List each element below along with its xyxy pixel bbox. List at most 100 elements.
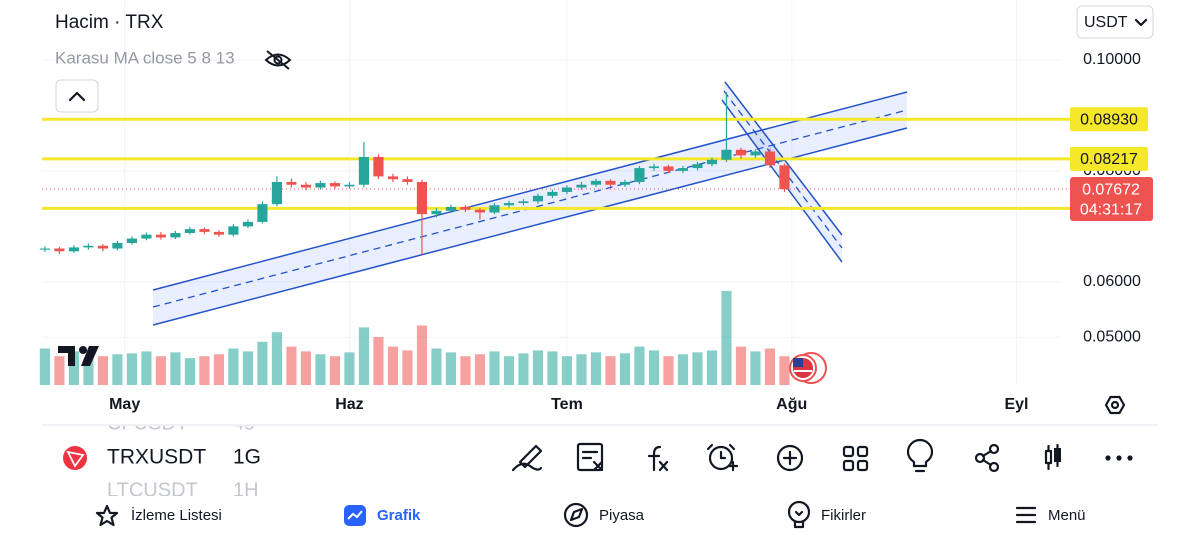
- symbol-bar: CFUSDT 4s LTCUSDT 1H: [107, 412, 259, 501]
- next-symbol[interactable]: LTCUSDT: [107, 479, 198, 501]
- candle-body: [141, 234, 152, 239]
- menu-icon: [1015, 506, 1037, 524]
- level-badge: [1070, 107, 1148, 132]
- x-tick-label: Haz: [335, 396, 363, 413]
- nav-item[interactable]: Menü: [1048, 507, 1086, 524]
- candle-body: [692, 164, 703, 169]
- candle-body: [387, 176, 399, 180]
- volume-bar: [155, 356, 166, 385]
- candle-body: [83, 245, 94, 248]
- candle-body: [155, 234, 166, 238]
- candle-body: [735, 149, 747, 156]
- volume-bar: [373, 337, 384, 385]
- candle-body: [97, 245, 108, 249]
- indicator-list[interactable]: [576, 442, 604, 472]
- volume-bar: [344, 352, 355, 385]
- volume-bar: [721, 290, 732, 385]
- candle-body: [648, 166, 660, 169]
- current-price-badge: [1070, 177, 1153, 222]
- add-tool[interactable]: [776, 444, 804, 472]
- volume-bar: [54, 356, 65, 385]
- candle-body: [213, 231, 224, 235]
- candle-body: [402, 179, 413, 182]
- bottom-nav: İzleme Listesi Grafik Piyasa Fikirler Me…: [95, 500, 1086, 529]
- candle-body: [503, 203, 515, 206]
- candles: [39, 92, 790, 255]
- volume-bar: [750, 351, 761, 385]
- volume-bar: [416, 325, 428, 385]
- volume-bar: [184, 358, 195, 385]
- event-badge[interactable]: [789, 352, 827, 384]
- candle-body: [750, 151, 761, 156]
- volume-bar: [315, 354, 326, 385]
- chart-type[interactable]: [1044, 443, 1061, 471]
- candle-body: [445, 206, 457, 211]
- candle-body: [547, 191, 558, 196]
- fx-tool[interactable]: [647, 445, 669, 472]
- nav-item[interactable]: İzleme Listesi: [131, 506, 222, 524]
- volume-bar: [561, 356, 573, 385]
- alert-tool[interactable]: [706, 443, 739, 472]
- volume-bar: [706, 350, 718, 385]
- y-tick-label: 0.10000: [1083, 51, 1141, 68]
- draw-tool[interactable]: [511, 444, 543, 472]
- volume-bar: [634, 346, 645, 385]
- volume-bar: [532, 350, 544, 385]
- candle-body: [373, 156, 384, 177]
- x-tick-label: May: [109, 396, 140, 413]
- volume-bar: [39, 348, 50, 385]
- candle-body: [489, 205, 500, 213]
- y-tick-label: 0.05000: [1083, 329, 1141, 346]
- share-tool[interactable]: [974, 443, 1000, 473]
- volume-bar: [402, 350, 413, 385]
- volume-bar: [126, 353, 137, 385]
- prev-symbol[interactable]: CFUSDT: [107, 412, 188, 434]
- volume-bar: [605, 356, 616, 385]
- candle-body: [329, 183, 341, 187]
- chart-icon-line: [347, 510, 363, 520]
- market-icon: [563, 502, 589, 528]
- settings-icon[interactable]: [1104, 395, 1126, 415]
- volume-bar: [576, 354, 587, 385]
- ideas-tool[interactable]: [906, 438, 934, 473]
- candle-body: [663, 166, 674, 171]
- candle-body: [518, 201, 529, 204]
- volume-bar: [460, 356, 471, 385]
- candle-body: [300, 184, 312, 188]
- candle-body: [779, 165, 790, 190]
- x-tick-label: Eyl: [1004, 396, 1028, 413]
- candle-body: [112, 242, 123, 249]
- prev-interval[interactable]: 4s: [233, 412, 254, 434]
- candle-body: [460, 206, 471, 210]
- volume-bar: [83, 358, 94, 385]
- volume-bar: [431, 348, 442, 385]
- currency-select[interactable]: [1076, 5, 1154, 39]
- volume-bar: [590, 352, 602, 385]
- volume-bar: [97, 356, 108, 385]
- symbol[interactable]: TRXUSDT: [107, 446, 206, 469]
- volume-bars: [39, 290, 790, 385]
- volume-bar: [735, 346, 747, 385]
- volume-bar: [503, 356, 515, 385]
- x-tick-label: Ağu: [776, 396, 807, 413]
- candle-body: [126, 238, 137, 243]
- more-menu[interactable]: [1105, 455, 1133, 461]
- current-price-label: 0.07672: [1082, 181, 1140, 198]
- volume-bar: [445, 352, 457, 385]
- tv-logo: [58, 346, 99, 366]
- hide-icon[interactable]: [264, 50, 292, 70]
- candle-body: [228, 226, 239, 235]
- candle-body: [576, 184, 587, 188]
- next-interval[interactable]: 1H: [233, 479, 259, 501]
- nav-item[interactable]: Grafik: [377, 507, 421, 524]
- interval[interactable]: 1G: [233, 446, 261, 469]
- collapse-button[interactable]: [55, 79, 99, 113]
- candle-body: [54, 248, 65, 252]
- candle-body: [416, 181, 428, 215]
- layouts[interactable]: [842, 445, 869, 472]
- nav-item[interactable]: Piyasa: [599, 507, 645, 524]
- nav-item[interactable]: Fikirler: [821, 507, 866, 524]
- volume-bar: [518, 353, 529, 385]
- volume-bar: [677, 354, 689, 385]
